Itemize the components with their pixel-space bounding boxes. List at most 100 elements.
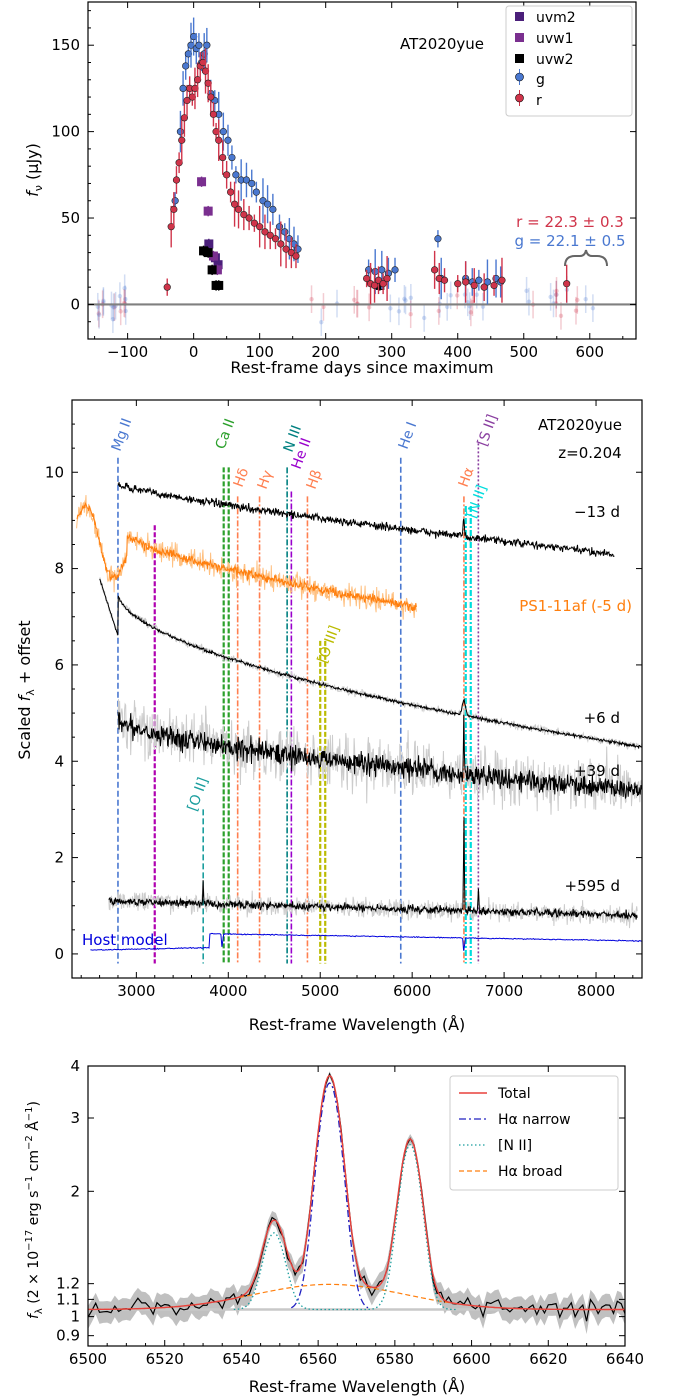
spectrum-label: −13 d bbox=[574, 503, 620, 521]
legend-box bbox=[505, 5, 633, 117]
point-r bbox=[383, 274, 391, 283]
line-id-label: Hβ bbox=[304, 468, 326, 492]
point-r bbox=[563, 280, 571, 288]
spectrum-line bbox=[108, 817, 638, 920]
point-uvm2 bbox=[204, 239, 214, 249]
x-tick-label: 6620 bbox=[529, 1350, 567, 1368]
x-tick-label: 4000 bbox=[209, 982, 247, 1000]
point-g bbox=[179, 84, 187, 93]
x-tick-label: 6600 bbox=[452, 1350, 490, 1368]
x-tick-label: 600 bbox=[575, 343, 604, 361]
point-uvw2 bbox=[375, 280, 385, 290]
faint-point bbox=[408, 295, 414, 301]
halpha-ticks: 6500 6520 6540 6560 6580 6600 6620 6640 0.911.11… bbox=[56, 1057, 644, 1368]
faint-point bbox=[421, 315, 427, 321]
point-r bbox=[250, 219, 258, 227]
y-tick-label: 4 bbox=[54, 752, 64, 770]
x-tick-label: 400 bbox=[443, 343, 472, 361]
spectra-y-label: Scaled fλ + offset bbox=[15, 620, 37, 759]
point-r bbox=[209, 110, 218, 118]
y-tick-label: 1 bbox=[70, 1308, 80, 1326]
y-tick-label: 150 bbox=[51, 36, 80, 54]
point-g bbox=[182, 62, 190, 70]
faint-point bbox=[548, 294, 553, 300]
faint-point bbox=[319, 319, 324, 325]
spectrum-label: +6 d bbox=[584, 709, 620, 727]
legend-label-uvw2: uvw2 bbox=[536, 52, 574, 68]
x-tick-label: 6560 bbox=[299, 1350, 337, 1368]
faint-point bbox=[96, 311, 101, 316]
faint-point bbox=[558, 313, 564, 319]
y-tick-label: 0 bbox=[54, 945, 64, 963]
point-r bbox=[282, 245, 290, 253]
y-tick-label: 1.1 bbox=[56, 1290, 80, 1308]
x-tick-label: 6520 bbox=[146, 1350, 184, 1368]
point-r bbox=[292, 252, 300, 260]
faint-point bbox=[95, 304, 100, 309]
point-uvw1 bbox=[208, 251, 218, 261]
x-tick-label: 6580 bbox=[376, 1350, 414, 1368]
point-uvw1 bbox=[203, 206, 213, 216]
x-tick-label: 3000 bbox=[117, 982, 155, 1000]
point-g bbox=[434, 235, 442, 243]
point-r bbox=[462, 278, 470, 286]
total-fit-curve bbox=[88, 1074, 625, 1311]
observed-error-band bbox=[88, 1071, 625, 1335]
faint-point bbox=[388, 306, 393, 311]
y-tick-label: 4 bbox=[70, 1057, 80, 1075]
legend-marker-uvw2 bbox=[515, 54, 524, 63]
faint-point bbox=[117, 293, 123, 299]
faint-point bbox=[526, 299, 532, 304]
faint-point bbox=[321, 304, 326, 310]
y-tick-label: 100 bbox=[51, 123, 80, 141]
y-tick-label: 6 bbox=[54, 656, 64, 674]
point-g bbox=[219, 128, 227, 136]
point-g bbox=[228, 153, 236, 162]
legend-label-uvm2: uvm2 bbox=[536, 10, 576, 26]
faint-point bbox=[436, 308, 442, 314]
line-id-label: Hα bbox=[456, 465, 478, 489]
point-g bbox=[224, 136, 232, 144]
faint-point bbox=[366, 305, 372, 310]
faint-point bbox=[573, 308, 579, 313]
point-r bbox=[178, 136, 186, 144]
point-r bbox=[170, 205, 178, 213]
faint-point bbox=[101, 298, 106, 304]
point-g bbox=[263, 200, 272, 208]
point-r bbox=[180, 114, 188, 122]
point-r bbox=[277, 240, 285, 248]
faint-point bbox=[111, 305, 116, 310]
faint-point bbox=[96, 312, 102, 317]
point-uvw2 bbox=[214, 280, 224, 290]
faint-point bbox=[575, 297, 580, 303]
line-id-label: Ca II bbox=[213, 417, 239, 452]
point-r bbox=[261, 228, 269, 236]
faint-point bbox=[480, 304, 486, 309]
faint-point bbox=[402, 296, 407, 302]
y-tick-label: 0.9 bbox=[56, 1327, 80, 1345]
legend-label-uvw1: uvw1 bbox=[536, 31, 574, 47]
point-r bbox=[498, 276, 506, 284]
faint-point bbox=[352, 297, 357, 303]
x-tick-label: 100 bbox=[245, 343, 274, 361]
x-tick-label: 8000 bbox=[577, 982, 615, 1000]
y-tick-label: 8 bbox=[54, 560, 64, 578]
point-g bbox=[195, 41, 203, 49]
halpha-narrow-curve bbox=[290, 1082, 369, 1309]
point-r bbox=[266, 231, 274, 239]
point-g bbox=[252, 188, 260, 196]
light-curve-data bbox=[88, 17, 636, 337]
spectra-ticks: 3000 4000 5000 6000 7000 8000 0 2 4 6 8 10 bbox=[45, 399, 642, 1000]
point-uvw1 bbox=[197, 177, 207, 187]
y-tick-label: 50 bbox=[61, 209, 80, 227]
light-curve-y-label: fν (μJy) bbox=[23, 143, 45, 197]
point-r bbox=[256, 223, 264, 231]
light-curve-ticks: −100 0 100 200 300 400 500 600 0 50 100 150 bbox=[51, 2, 636, 361]
point-r bbox=[245, 214, 253, 222]
point-uvw2 bbox=[203, 248, 213, 258]
point-uvw1 bbox=[212, 265, 222, 275]
point-r bbox=[470, 281, 478, 290]
spectra-panel: −13 d PS1-11af (-5 d) +6 d +39 d +595 d Host … bbox=[15, 399, 643, 1034]
x-tick-label: 7000 bbox=[485, 982, 523, 1000]
